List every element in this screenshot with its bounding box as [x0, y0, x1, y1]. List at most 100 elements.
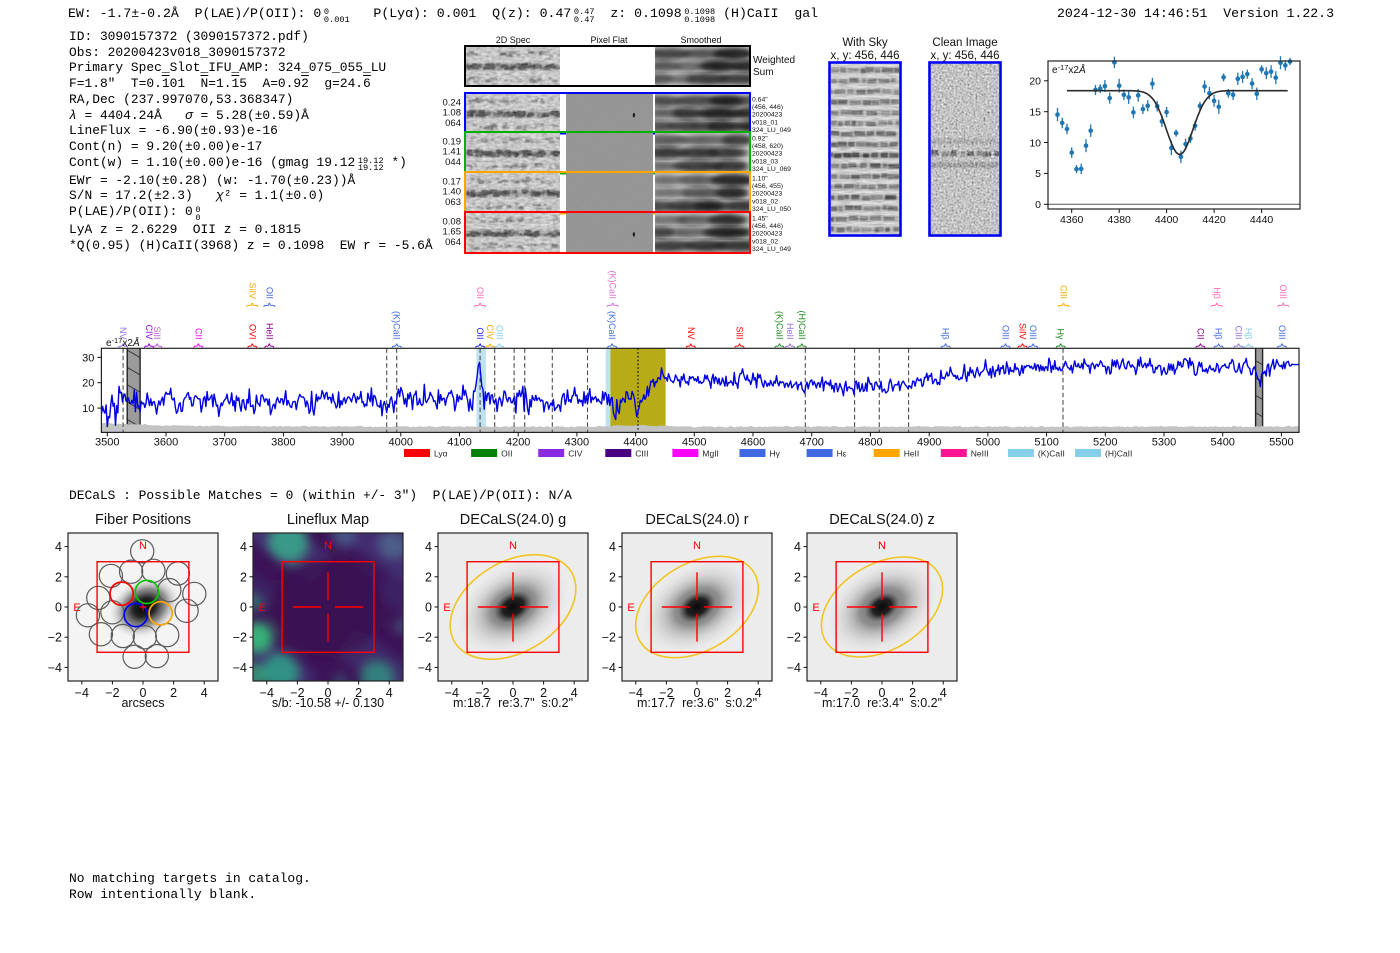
svg-text:2: 2: [909, 686, 916, 700]
svg-text:Clean Image: Clean Image: [932, 37, 997, 49]
svg-text:−2: −2: [105, 686, 119, 700]
svg-text:OII: OII: [475, 327, 485, 339]
svg-text:(456, 446): (456, 446): [752, 223, 783, 230]
svg-text:−4: −4: [629, 686, 643, 700]
svg-text:SiIV: SiIV: [1018, 323, 1028, 340]
svg-text:OII: OII: [475, 287, 485, 299]
svg-text:CIII: CIII: [635, 449, 648, 459]
svg-text:Smoothed: Smoothed: [680, 35, 721, 45]
svg-text:4800: 4800: [858, 437, 882, 449]
svg-text:4: 4: [201, 686, 208, 700]
svg-text:1.41: 1.41: [443, 147, 462, 158]
svg-text:5: 5: [1035, 168, 1041, 180]
svg-text:Hβ: Hβ: [941, 328, 951, 340]
svg-text:324_LU_049: 324_LU_049: [752, 127, 791, 134]
svg-text:(456, 455): (456, 455): [752, 183, 783, 190]
svg-text:5500: 5500: [1269, 437, 1293, 449]
svg-text:1.08: 1.08: [443, 108, 462, 119]
svg-text:2: 2: [724, 686, 731, 700]
svg-text:4420: 4420: [1202, 214, 1226, 226]
svg-text:4: 4: [755, 686, 762, 700]
svg-text:(K)CaII: (K)CaII: [608, 270, 618, 299]
svg-text:CIII: CIII: [1234, 325, 1244, 339]
svg-text:4: 4: [55, 540, 62, 554]
svg-text:E: E: [627, 602, 634, 614]
svg-text:HeII: HeII: [264, 323, 274, 340]
svg-text:E: E: [443, 602, 450, 614]
svg-text:0: 0: [694, 686, 701, 700]
svg-text:−4: −4: [602, 661, 616, 675]
svg-text:SiII: SiII: [735, 326, 745, 339]
svg-text:0.64": 0.64": [752, 97, 768, 104]
svg-text:1.10": 1.10": [752, 176, 768, 183]
svg-text:4900: 4900: [917, 437, 941, 449]
svg-text:0.92": 0.92": [752, 136, 768, 143]
svg-text:20200423: 20200423: [752, 151, 782, 158]
svg-text:20: 20: [1029, 76, 1041, 88]
svg-text:N: N: [509, 540, 517, 552]
svg-text:MgII: MgII: [702, 449, 719, 459]
svg-text:NeIII: NeIII: [971, 449, 989, 459]
svg-text:−4: −4: [814, 686, 828, 700]
svg-text:E: E: [73, 602, 80, 614]
svg-text:0: 0: [140, 686, 147, 700]
svg-text:CIV: CIV: [568, 449, 583, 459]
svg-text:4: 4: [425, 540, 432, 554]
svg-text:(H)CaII: (H)CaII: [1105, 449, 1132, 459]
svg-text:0: 0: [425, 601, 432, 615]
svg-text:Weighted: Weighted: [753, 55, 795, 66]
svg-text:4700: 4700: [799, 437, 823, 449]
svg-text:e-17x2Å: e-17x2Å: [106, 336, 140, 349]
svg-text:Lyα: Lyα: [434, 449, 448, 459]
svg-text:2: 2: [170, 686, 177, 700]
svg-text:4: 4: [240, 540, 247, 554]
svg-text:N: N: [324, 540, 332, 552]
svg-text:4360: 4360: [1060, 214, 1084, 226]
svg-text:OIII: OIII: [1277, 325, 1287, 340]
svg-text:4: 4: [386, 686, 393, 700]
svg-text:(K)CaII: (K)CaII: [607, 311, 617, 340]
svg-text:0: 0: [879, 686, 886, 700]
svg-text:20: 20: [82, 378, 94, 390]
svg-text:−2: −2: [844, 686, 858, 700]
svg-text:CIV: CIV: [144, 324, 154, 339]
svg-text:NV: NV: [118, 327, 128, 340]
svg-text:20200423: 20200423: [752, 231, 782, 238]
svg-text:4100: 4100: [447, 437, 471, 449]
svg-text:4000: 4000: [389, 437, 413, 449]
svg-text:N: N: [878, 540, 886, 552]
svg-text:−4: −4: [233, 661, 247, 675]
svg-text:2: 2: [609, 570, 616, 584]
svg-text:(H)CaII: (H)CaII: [797, 311, 807, 340]
svg-text:0.17: 0.17: [443, 176, 462, 187]
svg-text:v018_02: v018_02: [752, 238, 778, 245]
svg-text:(K)CaII: (K)CaII: [392, 311, 402, 340]
svg-text:Hβ: Hβ: [1214, 328, 1224, 340]
svg-text:324_LU_049: 324_LU_049: [752, 246, 791, 253]
svg-text:1.45": 1.45": [752, 216, 768, 223]
svg-text:−4: −4: [445, 686, 459, 700]
svg-text:−4: −4: [418, 661, 432, 675]
svg-text:5200: 5200: [1093, 437, 1117, 449]
svg-text:1.40: 1.40: [443, 187, 462, 198]
svg-text:4440: 4440: [1250, 214, 1274, 226]
svg-text:Hβ: Hβ: [1212, 287, 1222, 299]
svg-text:5300: 5300: [1152, 437, 1176, 449]
svg-text:(456, 446): (456, 446): [752, 104, 783, 111]
svg-text:OIII: OIII: [1028, 325, 1038, 340]
svg-text:4: 4: [571, 686, 578, 700]
svg-text:(K)CaII: (K)CaII: [775, 311, 785, 340]
svg-text:15: 15: [1029, 107, 1041, 119]
svg-text:v018_01: v018_01: [752, 119, 778, 126]
svg-text:−2: −2: [48, 631, 62, 645]
svg-text:3600: 3600: [154, 437, 178, 449]
svg-text:x, y: 456, 446: x, y: 456, 446: [830, 50, 899, 62]
svg-text:044: 044: [445, 157, 461, 168]
svg-text:4380: 4380: [1108, 214, 1132, 226]
svg-text:With Sky: With Sky: [842, 37, 888, 49]
svg-text:−2: −2: [233, 631, 247, 645]
svg-text:Hε: Hε: [837, 449, 847, 459]
svg-text:OIII: OIII: [1001, 325, 1011, 340]
svg-text:v018_02: v018_02: [752, 198, 778, 205]
svg-text:−4: −4: [787, 661, 801, 675]
